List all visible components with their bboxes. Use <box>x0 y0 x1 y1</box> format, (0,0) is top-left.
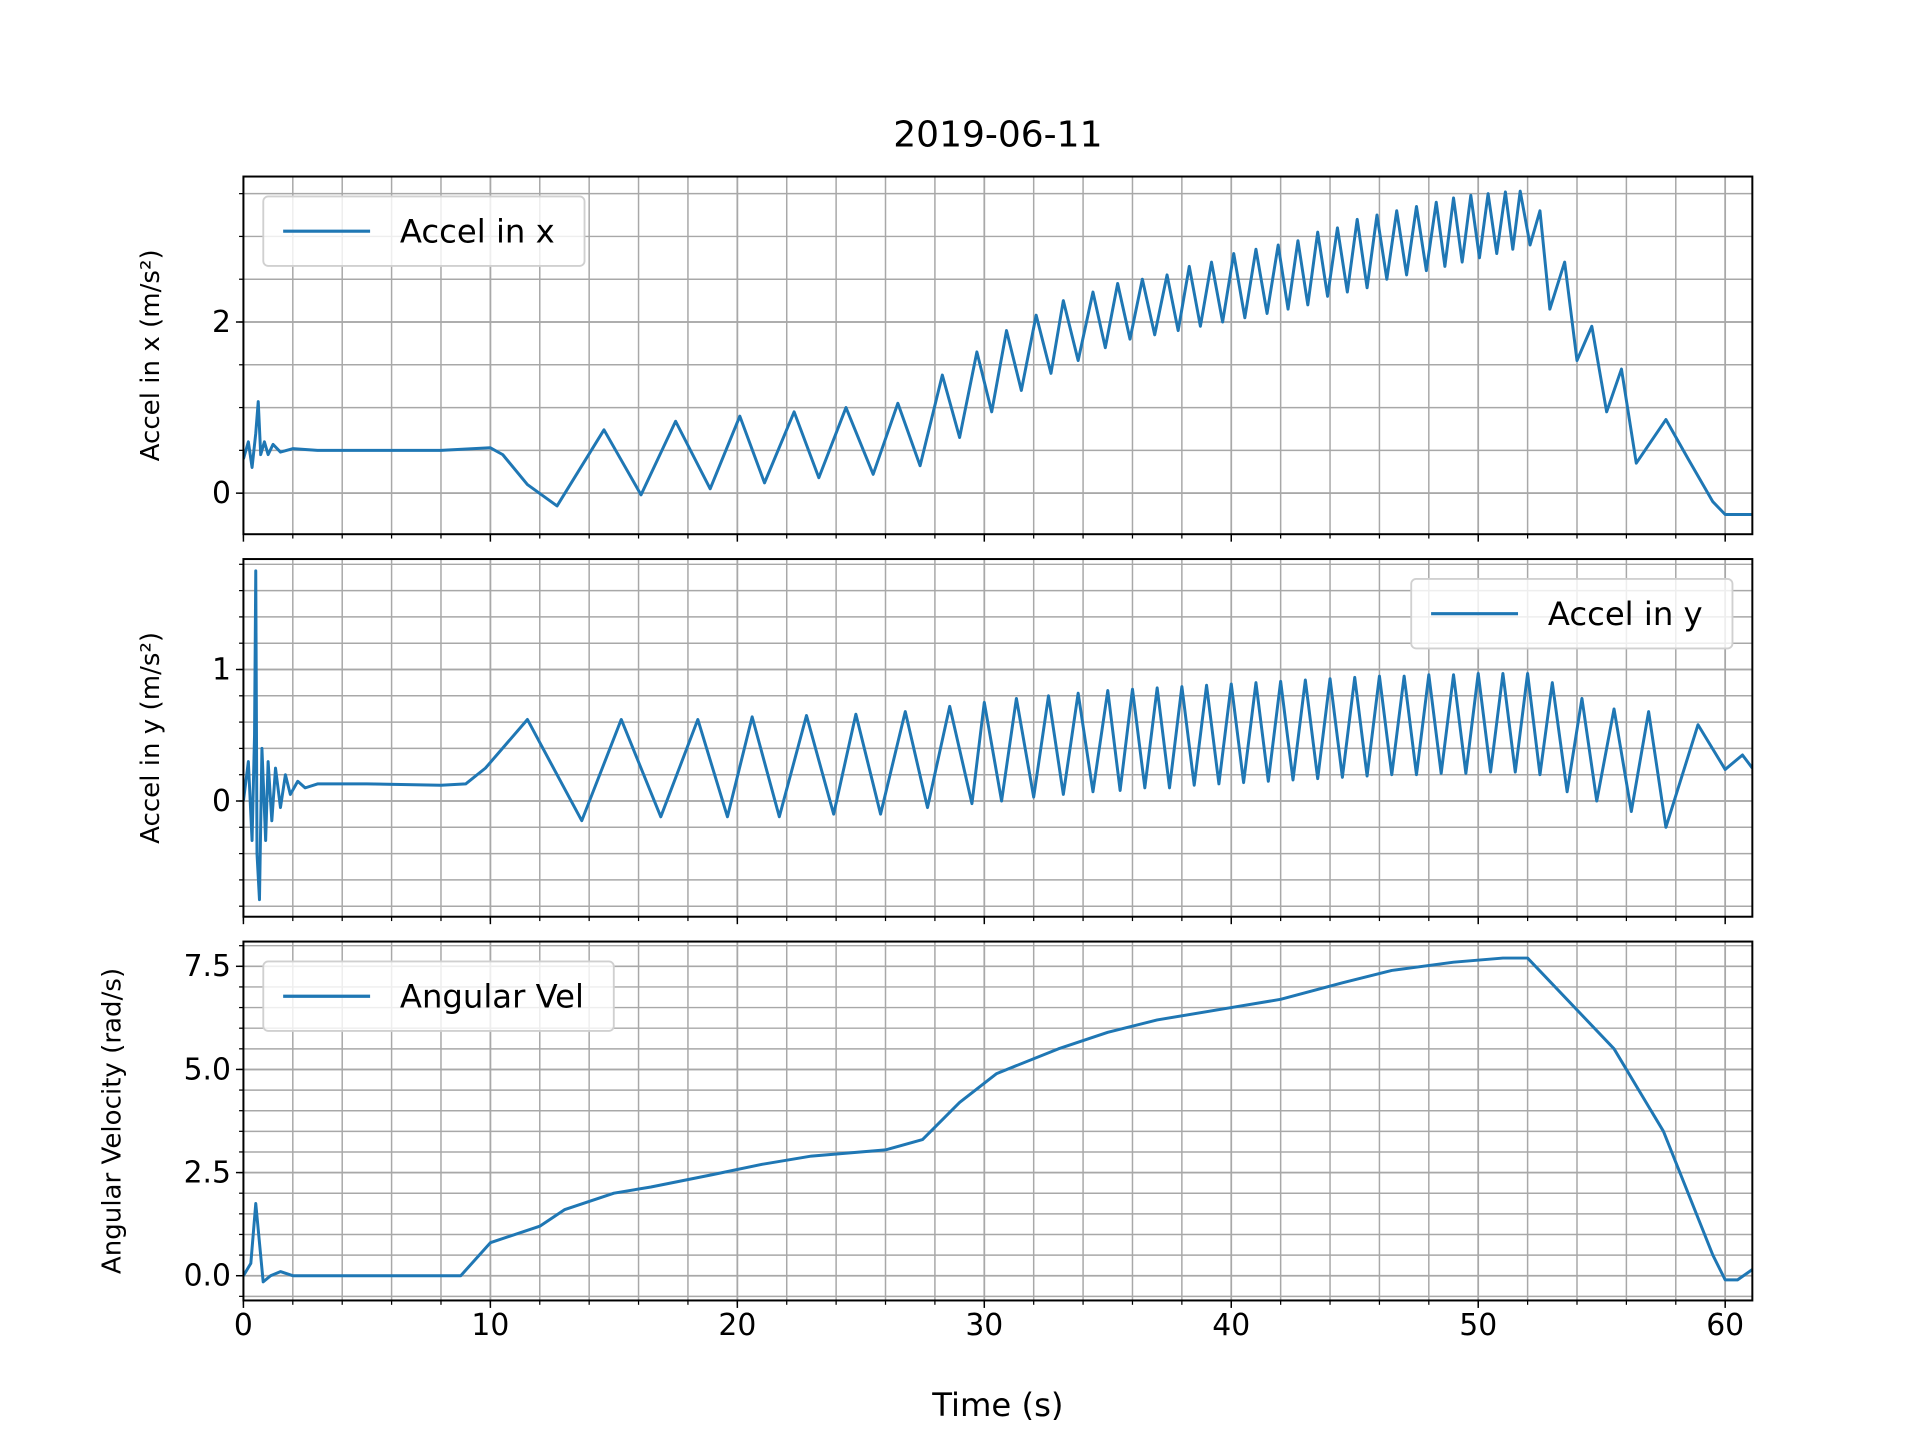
y-axis-label: Accel in x (m/s²) <box>136 249 166 461</box>
data-line <box>243 569 1753 902</box>
legend-box <box>262 195 586 267</box>
x-tick-label: 20 <box>718 1308 756 1343</box>
axes-frame <box>242 940 1754 1302</box>
legend-box <box>1410 577 1734 650</box>
y-tick-label: 5.0 <box>184 1052 231 1087</box>
grid <box>242 941 1753 1301</box>
y-tick-label: 7.5 <box>184 949 231 984</box>
x-tick-label: 40 <box>1212 1308 1250 1343</box>
axes-frame <box>242 558 1754 918</box>
subplot: 0 10 20 30 40 50 60 0.0 2.5 5.0 7.5 Angular Velocit… <box>97 940 1754 1424</box>
y-axis-label: Angular Velocity (rad/s) <box>97 968 127 1274</box>
x-tick-label: 50 <box>1459 1308 1497 1343</box>
x-tick-label: 60 <box>1706 1308 1744 1343</box>
x-tick-label: 30 <box>965 1308 1003 1343</box>
subplot: 0 1 Accel in y (m/s²) Accel in y <box>136 558 1754 925</box>
y-tick-label: 0.0 <box>184 1259 231 1294</box>
data-layer <box>243 569 1753 902</box>
y-tick-label: 2 <box>212 305 231 340</box>
y-tick-label: 0 <box>212 476 231 511</box>
data-line <box>243 189 1753 517</box>
chart-title: 2019-06-11 <box>893 115 1102 156</box>
y-tick-label: 0 <box>212 784 231 819</box>
legend-label: Accel in y <box>1548 595 1703 633</box>
y-axis-label: Accel in y (m/s²) <box>136 632 166 844</box>
x-tick-label: 10 <box>471 1308 509 1343</box>
data-layer <box>243 956 1753 1284</box>
x-axis-label: Time (s) <box>931 1386 1063 1424</box>
legend-label: Angular Vel <box>400 977 584 1015</box>
y-tick-label: 1 <box>212 652 231 687</box>
x-tick-label: 0 <box>234 1308 253 1343</box>
legend: Accel in x <box>262 195 586 267</box>
legend: Accel in y <box>1410 577 1734 650</box>
subplot: 0 2 2019-06-11 Accel in x (m/s²) Accel in x <box>136 115 1754 542</box>
legend: Angular Vel <box>262 960 615 1032</box>
data-line <box>243 956 1753 1284</box>
y-tick-label: 2.5 <box>184 1156 231 1191</box>
axes-frame <box>242 175 1754 536</box>
data-layer <box>243 189 1753 517</box>
legend-label: Accel in x <box>400 212 555 250</box>
legend-box <box>262 960 615 1032</box>
